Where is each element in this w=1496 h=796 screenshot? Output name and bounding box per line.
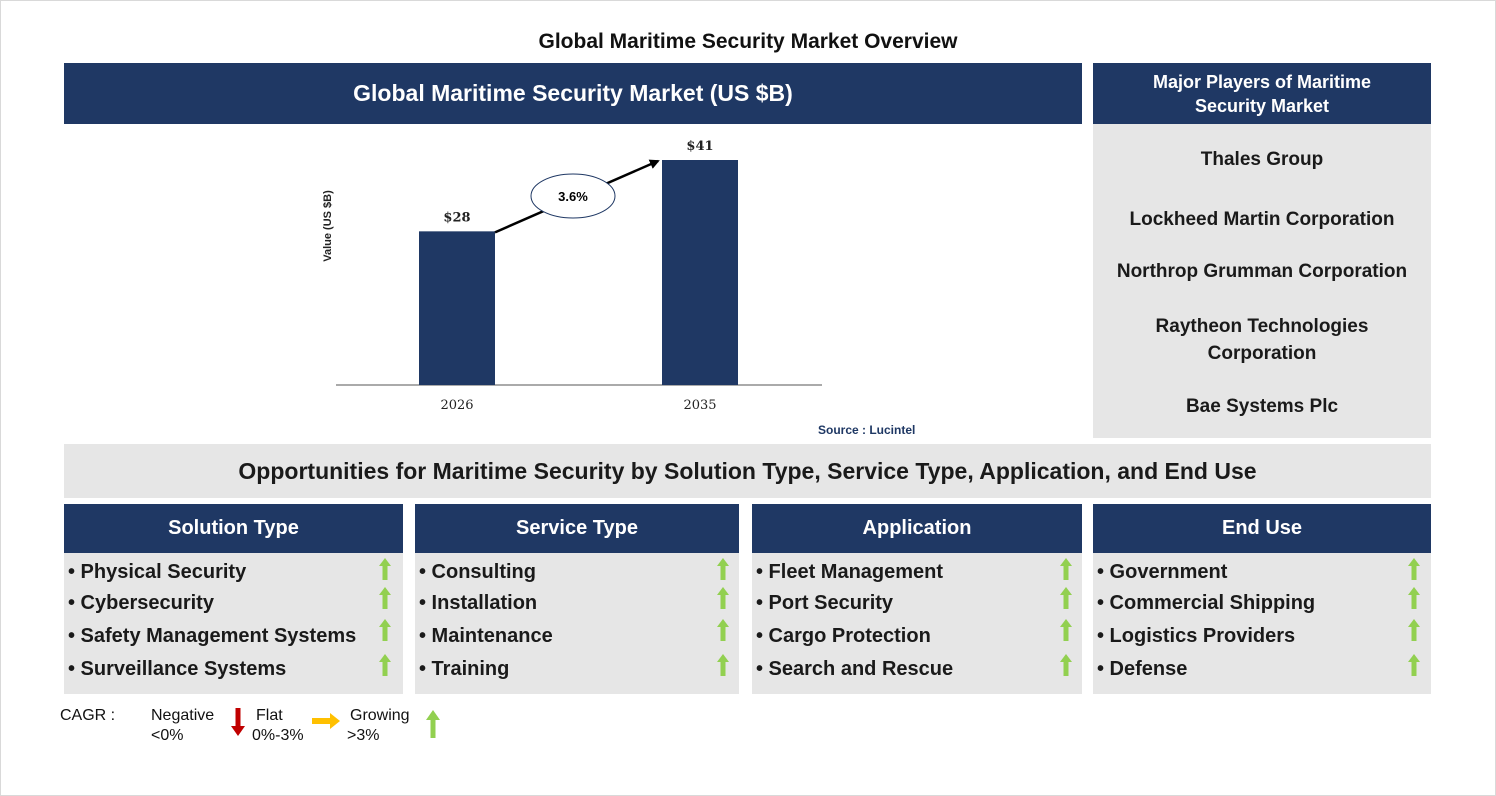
segment-item: • Government <box>1097 561 1228 583</box>
growing-arrow-icon <box>1408 558 1420 580</box>
growing-arrow-icon <box>717 619 729 641</box>
segment-item: • Maintenance <box>419 625 553 647</box>
flat-right-arrow-icon <box>312 713 340 729</box>
growing-arrow-icon <box>1408 654 1420 676</box>
player-name: Raytheon Technologies Corporation <box>1155 316 1369 364</box>
growing-arrow-icon <box>379 654 391 676</box>
cagr-value: 3.6% <box>558 189 588 204</box>
segment-header-application: Application <box>752 504 1082 553</box>
bar-2035 <box>662 160 738 385</box>
growing-arrow-icon <box>1060 587 1072 609</box>
segment-body-solution-type: • Physical Security • Cybersecurity • Sa… <box>64 553 403 694</box>
segment-item: • Surveillance Systems <box>68 658 287 680</box>
player-name: Lockheed Martin Corporation <box>1129 209 1395 230</box>
bar-value-label: $41 <box>686 139 713 154</box>
growing-arrow-icon <box>379 587 391 609</box>
segment-header-service-type: Service Type <box>415 504 739 553</box>
growing-arrow-icon <box>379 619 391 641</box>
cagr-bubble <box>530 173 616 219</box>
legend-negative-name: Negative <box>151 707 215 724</box>
segment-header-solution-type: Solution Type <box>64 504 403 553</box>
segment-body-service-type: • Consulting • Installation • Maintenanc… <box>415 553 739 694</box>
growing-arrow-icon <box>1060 558 1072 580</box>
segment-item: • Training <box>419 658 510 680</box>
growing-arrow-icon <box>717 654 729 676</box>
segment-item: • Physical Security <box>68 561 247 583</box>
segment-header-end-use: End Use <box>1093 504 1431 553</box>
segment-item: • Safety Management Systems <box>68 625 357 647</box>
source-note: Source : Lucintel <box>818 423 916 437</box>
bar-chart: Value (US $B) $28 2026 $41 2035 3.6% <box>322 139 822 413</box>
legend-growing-range: >3% <box>347 727 380 744</box>
segment-item: • Cargo Protection <box>756 625 931 647</box>
segment-item: • Consulting <box>419 561 536 583</box>
segment-body-application: • Fleet Management • Port Security • Car… <box>752 553 1082 694</box>
bar-2026 <box>419 231 495 385</box>
segment-item: • Fleet Management <box>756 561 944 583</box>
segment-item: • Installation <box>419 592 538 614</box>
players-panel: Thales Group Lockheed Martin Corporation… <box>1093 124 1431 438</box>
segment-item: • Logistics Providers <box>1097 625 1296 647</box>
opportunities-banner: Opportunities for Maritime Security by S… <box>64 444 1431 498</box>
segment-body-end-use: • Government • Commercial Shipping • Log… <box>1093 553 1431 694</box>
players-header-text: Major Players of Maritime Security Marke… <box>1152 71 1372 116</box>
growing-arrow-icon <box>1060 654 1072 676</box>
player-name: Northrop Grumman Corporation <box>1116 261 1408 282</box>
players-header: Major Players of Maritime Security Marke… <box>1093 63 1431 124</box>
growing-arrow-icon <box>1060 619 1072 641</box>
legend-flat-range: 0%-3% <box>252 727 304 744</box>
player-name: Bae Systems Plc <box>1185 396 1339 417</box>
legend-label: CAGR : <box>60 707 116 724</box>
page-title: Global Maritime Security Market Overview <box>538 30 958 53</box>
negative-down-arrow-icon <box>231 708 245 736</box>
growing-arrow-icon <box>717 587 729 609</box>
y-axis-label: Value (US $B) <box>322 190 334 262</box>
x-tick-label: 2035 <box>683 398 716 413</box>
legend-negative-range: <0% <box>151 727 184 744</box>
growing-up-arrow-icon <box>426 710 440 738</box>
x-tick-label: 2026 <box>440 398 473 413</box>
growing-arrow-icon <box>717 558 729 580</box>
segment-item: • Search and Rescue <box>756 658 954 680</box>
segment-item: • Port Security <box>756 592 894 614</box>
legend-growing-name: Growing <box>350 707 410 724</box>
growing-arrow-icon <box>1408 587 1420 609</box>
growing-arrow-icon <box>1408 619 1420 641</box>
legend-flat-name: Flat <box>256 707 283 724</box>
segment-item: • Cybersecurity <box>68 592 214 614</box>
growing-arrow-icon <box>379 558 391 580</box>
bars-group: $28 2026 $41 2035 <box>419 139 738 413</box>
segment-item: • Commercial Shipping <box>1097 592 1316 614</box>
chart-header: Global Maritime Security Market (US $B) <box>64 63 1082 124</box>
segment-item: • Defense <box>1097 658 1188 680</box>
bar-value-label: $28 <box>443 210 470 225</box>
player-name: Thales Group <box>1200 149 1324 170</box>
